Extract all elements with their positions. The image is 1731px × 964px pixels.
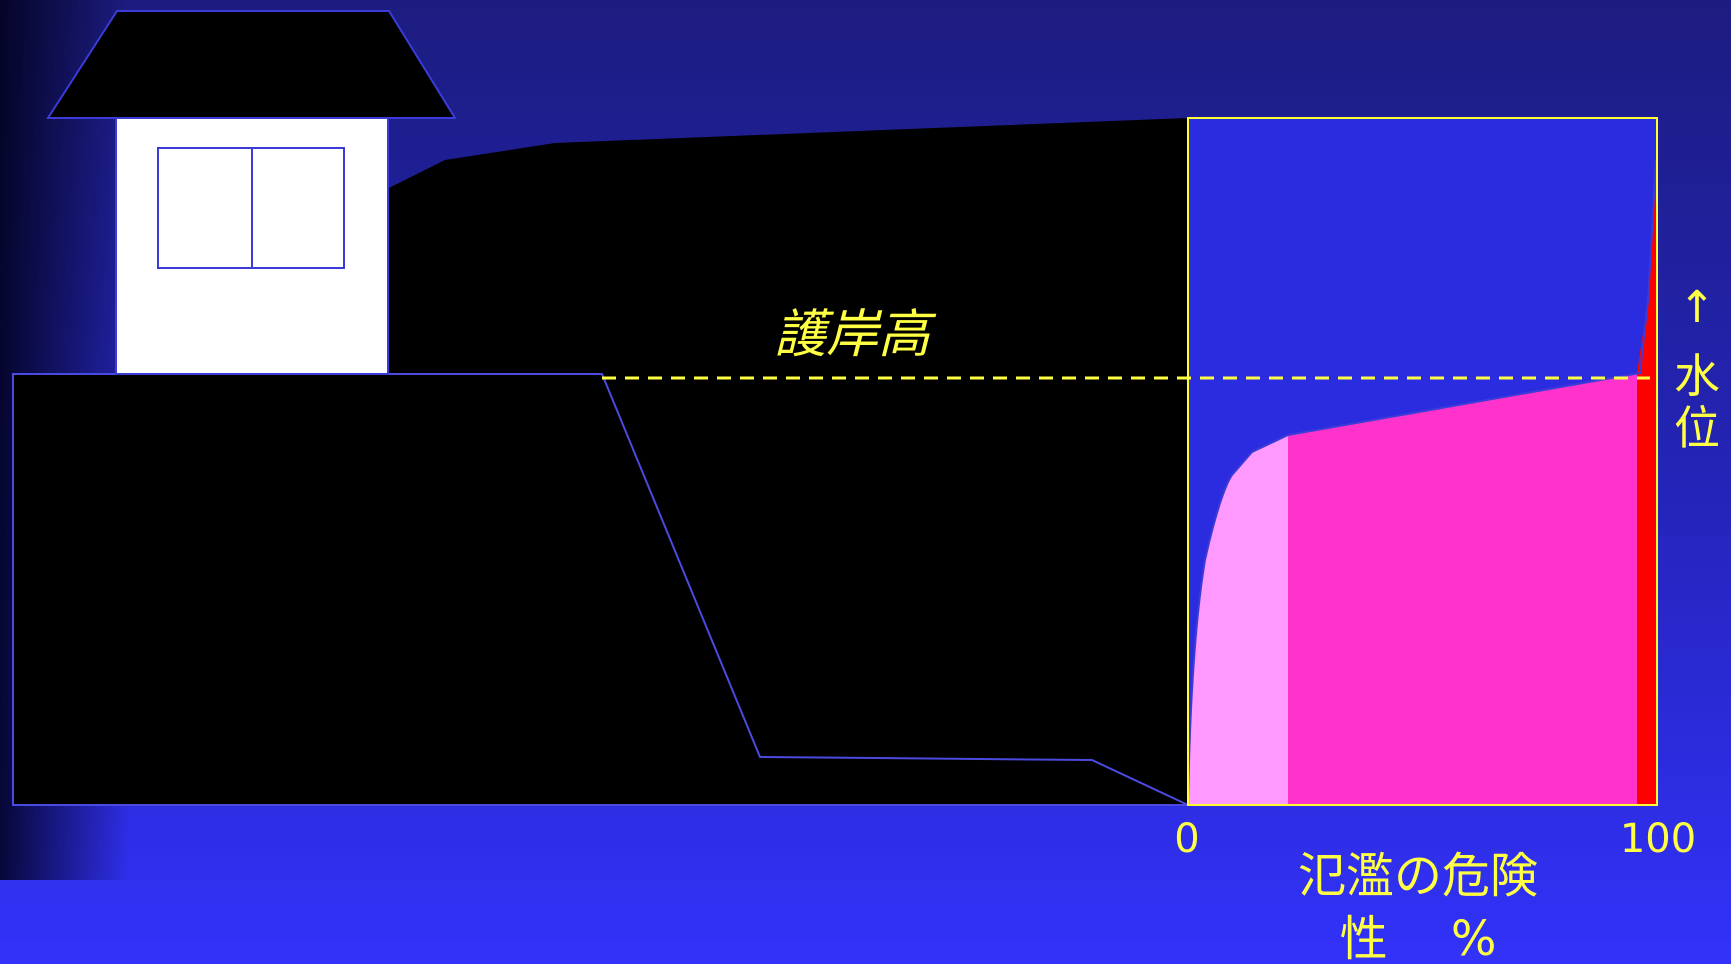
x-axis-min-label: 0 (1174, 816, 1199, 862)
risk-curve (1187, 159, 1657, 801)
x-axis-title-line1: 氾濫の危険 (1298, 848, 1538, 904)
chart-frame (1187, 117, 1658, 806)
risk-region-high (1637, 118, 1657, 805)
house-icon (46, 10, 457, 375)
water-level-arrow: ↑ (1679, 282, 1716, 333)
water-level-label-1: 水 (1674, 349, 1720, 403)
x-axis-title-line2: 性 % (1340, 911, 1497, 964)
water-level-label-2: 位 (1674, 401, 1720, 455)
risk-chart (1187, 117, 1658, 806)
risk-region-mid (1288, 373, 1640, 805)
window-icon (157, 147, 345, 269)
x-axis-max-label: 100 (1620, 816, 1696, 862)
house-roof (46, 10, 457, 119)
embankment-profile (12, 373, 1189, 806)
revetment-height-label: 護岸高 (774, 305, 937, 365)
